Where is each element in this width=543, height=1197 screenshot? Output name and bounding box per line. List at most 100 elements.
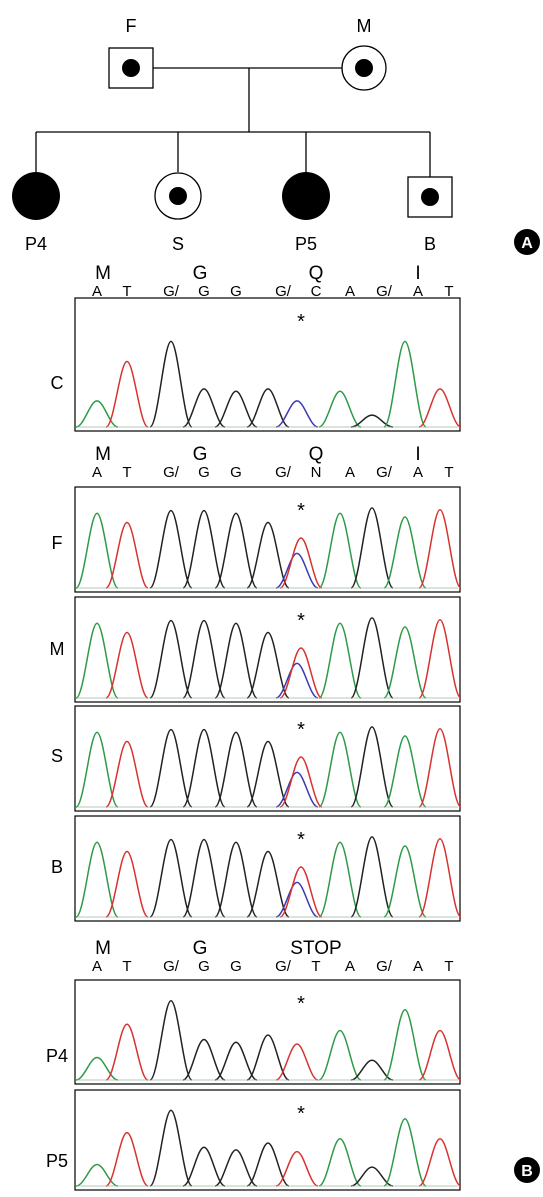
peak-a	[318, 512, 362, 589]
chromatogram-frame	[74, 815, 461, 922]
peak-t	[105, 1131, 149, 1187]
peak-g	[350, 1166, 394, 1187]
peak-a	[75, 1056, 119, 1081]
chromatogram-f: *	[74, 486, 462, 593]
child-p5-symbol	[282, 172, 330, 220]
chromatogram-c: *	[74, 297, 462, 432]
peak-c	[275, 400, 319, 428]
trace-label-s: S	[51, 746, 63, 766]
trace-label-m: M	[50, 639, 65, 659]
peak-a	[383, 340, 427, 428]
chromatogram-traces: * * * * * * *	[74, 297, 462, 1191]
peak-t	[275, 1043, 319, 1081]
peak-a	[318, 390, 362, 428]
mutation-asterisk: *	[297, 610, 305, 632]
peak-a	[383, 1118, 427, 1187]
base-label: G/	[275, 464, 292, 481]
base-label: G	[198, 958, 210, 975]
peak-t	[418, 508, 462, 589]
aa-label: G	[193, 938, 208, 959]
peak-t	[105, 740, 149, 808]
peak-a	[75, 622, 119, 699]
peak-g	[214, 1041, 258, 1081]
peak-g	[182, 1038, 226, 1081]
chromatogram-frame	[74, 486, 461, 593]
group-3-header: M G STOP A T G/ G G G/ T A G/ A T	[92, 938, 454, 975]
mutation-asterisk: *	[297, 311, 305, 333]
peak-a	[383, 735, 427, 808]
child-p4-label: P4	[25, 234, 47, 254]
base-label: G	[230, 958, 242, 975]
base-label: C	[311, 283, 322, 300]
peak-g	[182, 1146, 226, 1187]
peak-g	[182, 619, 226, 699]
peak-g	[149, 509, 193, 589]
base-label: A	[92, 958, 102, 975]
chromatogram-frame	[74, 1089, 461, 1191]
peak-g	[149, 838, 193, 918]
aa-label: G	[193, 263, 208, 284]
base-label: T	[122, 283, 131, 300]
trace-label-c: C	[51, 373, 64, 393]
svg-text:B: B	[521, 1163, 533, 1180]
base-label: A	[345, 464, 355, 481]
peak-g	[246, 850, 290, 918]
base-label: A	[413, 958, 423, 975]
peak-a	[318, 622, 362, 699]
peak-g	[182, 509, 226, 589]
base-label: G/	[163, 958, 180, 975]
child-p4-symbol	[12, 172, 60, 220]
peak-g	[246, 1034, 290, 1081]
peak-g	[350, 836, 394, 918]
peak-a	[383, 1009, 427, 1081]
base-label: G/	[275, 283, 292, 300]
mother-symbol	[341, 45, 387, 91]
base-label: G/	[163, 283, 180, 300]
trace-label-p5: P5	[46, 1151, 68, 1171]
trace-label-p4: P4	[46, 1046, 68, 1066]
base-label: T	[311, 958, 320, 975]
peak-g	[350, 726, 394, 808]
base-label: G/	[376, 464, 393, 481]
chromatogram-p4: *	[74, 979, 462, 1085]
peak-g	[214, 512, 258, 589]
peak-g	[149, 1109, 193, 1187]
peak-g	[214, 622, 258, 699]
base-label: A	[345, 283, 355, 300]
base-label: T	[444, 958, 453, 975]
trace-label-b: B	[51, 857, 63, 877]
panel-a-badge: A	[514, 229, 540, 255]
father-label: F	[126, 16, 137, 36]
base-label: A	[345, 958, 355, 975]
child-b-symbol	[407, 176, 453, 218]
aa-label: M	[95, 444, 111, 465]
peak-a	[383, 626, 427, 699]
peak-c	[275, 662, 319, 699]
base-label: T	[444, 464, 453, 481]
peak-t	[418, 1029, 462, 1081]
peak-g	[350, 1059, 394, 1081]
base-label: A	[92, 464, 102, 481]
peak-a	[383, 516, 427, 589]
base-label: T	[444, 283, 453, 300]
mother-label: M	[357, 16, 372, 36]
child-b-label: B	[424, 234, 436, 254]
child-p5-label: P5	[295, 234, 317, 254]
father-symbol	[108, 47, 154, 89]
peak-g	[214, 841, 258, 918]
base-label: T	[122, 464, 131, 481]
aa-label: M	[95, 938, 111, 959]
peak-t	[279, 756, 323, 808]
peak-t	[105, 1023, 149, 1081]
peak-t	[105, 521, 149, 589]
peak-t	[279, 537, 323, 589]
peak-a	[318, 841, 362, 918]
base-label: G/	[376, 283, 393, 300]
peak-g	[246, 521, 290, 589]
base-label: A	[413, 464, 423, 481]
group-1-header: M G Q I A T G/ G G G/ C A G/ A T	[92, 263, 454, 300]
peak-a	[75, 1163, 119, 1187]
peak-g	[214, 1149, 258, 1187]
base-label: G	[198, 464, 210, 481]
